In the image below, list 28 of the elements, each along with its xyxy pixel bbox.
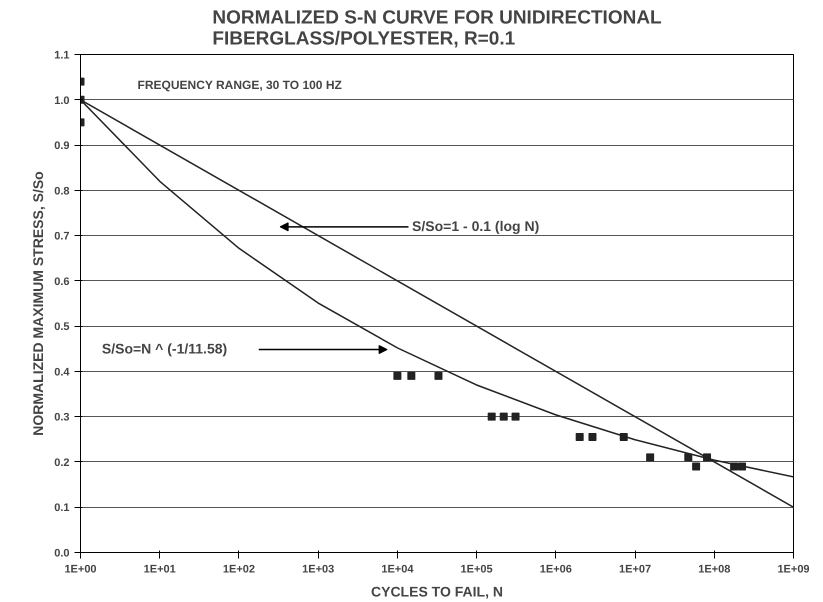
x-tick-label: 1E+06 (540, 564, 572, 576)
chart-title: NORMALIZED S-N CURVE FOR UNIDIRECTIONAL FIBERGLASS/POLYESTER, R=0.1 (212, 8, 662, 50)
x-tick-label: 1E+05 (460, 564, 493, 576)
y-tick-label: 0.6 (54, 276, 70, 288)
annotation: S/So=N ^ (-1/11.58) (102, 340, 228, 357)
y-tick-label: 0.4 (54, 366, 70, 378)
x-axis-title: CYCLES TO FAIL, N (371, 584, 503, 600)
x-tick-label: 1E+02 (222, 564, 256, 576)
y-tick-label: 0.8 (54, 185, 70, 198)
y-tick-label: 0.1 (54, 502, 70, 514)
y-axis-title: NORMALIZED MAXIMUM STRESS, S/So (30, 171, 46, 436)
x-tick-label: 1E+00 (64, 564, 97, 576)
annotation: S/So=1 - 0.1 (log N) (412, 218, 540, 234)
x-tick-label: 1E+03 (302, 564, 334, 576)
x-tick-label: 1E+08 (698, 564, 730, 576)
y-tick-label: 0.9 (54, 140, 70, 152)
x-tick-label: 1E+09 (777, 564, 810, 576)
y-tick-label: 0.3 (54, 412, 70, 424)
y-tick-label: 0.2 (54, 456, 70, 469)
y-tick-label: 0.0 (54, 548, 70, 560)
y-tick-label: 0.7 (54, 230, 70, 243)
y-tick-label: 1.1 (54, 50, 70, 62)
y-tick-label: 1.0 (54, 94, 70, 107)
annotation: FREQUENCY RANGE, 30 TO 100 HZ (138, 78, 342, 92)
x-tick-label: 1E+04 (381, 564, 414, 576)
x-tick-label: 1E+01 (144, 564, 176, 576)
y-tick-label: 0.5 (54, 321, 70, 334)
x-tick-label: 1E+07 (619, 564, 652, 576)
